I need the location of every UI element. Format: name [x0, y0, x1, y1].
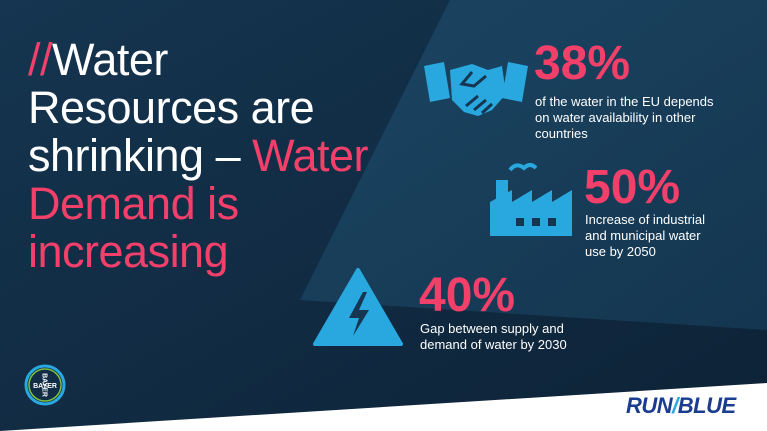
stat-text: Increase of industrial and municipal wat… — [585, 212, 705, 259]
bayer-text-vertical: BAYER — [41, 373, 48, 397]
title: //Water Resources are shrinking – Water … — [28, 36, 373, 276]
warning-icon — [313, 268, 403, 346]
bayer-logo: BAYER BAYER — [24, 364, 66, 406]
run-text: RUN — [626, 393, 673, 418]
runblue-logo: RUN/BLUE — [626, 393, 736, 419]
stat-value: 38% — [534, 37, 631, 90]
title-pink: Water Demand is increasing — [28, 130, 369, 277]
title-white: Water Resources are shrinking – — [28, 34, 315, 181]
slash: / — [672, 393, 678, 418]
blue-text: BLUE — [677, 393, 736, 418]
bayer-text: BAYER — [33, 383, 57, 390]
factory-icon — [490, 163, 572, 236]
handshake-icon — [424, 62, 528, 116]
stat-value: 40% — [419, 269, 516, 322]
stat-text: of the water in the EU depends on water … — [535, 94, 714, 141]
stat-value: 50% — [584, 161, 681, 214]
title-prefix: // — [28, 34, 53, 85]
stat-text: Gap between supply and demand of water b… — [420, 321, 567, 352]
